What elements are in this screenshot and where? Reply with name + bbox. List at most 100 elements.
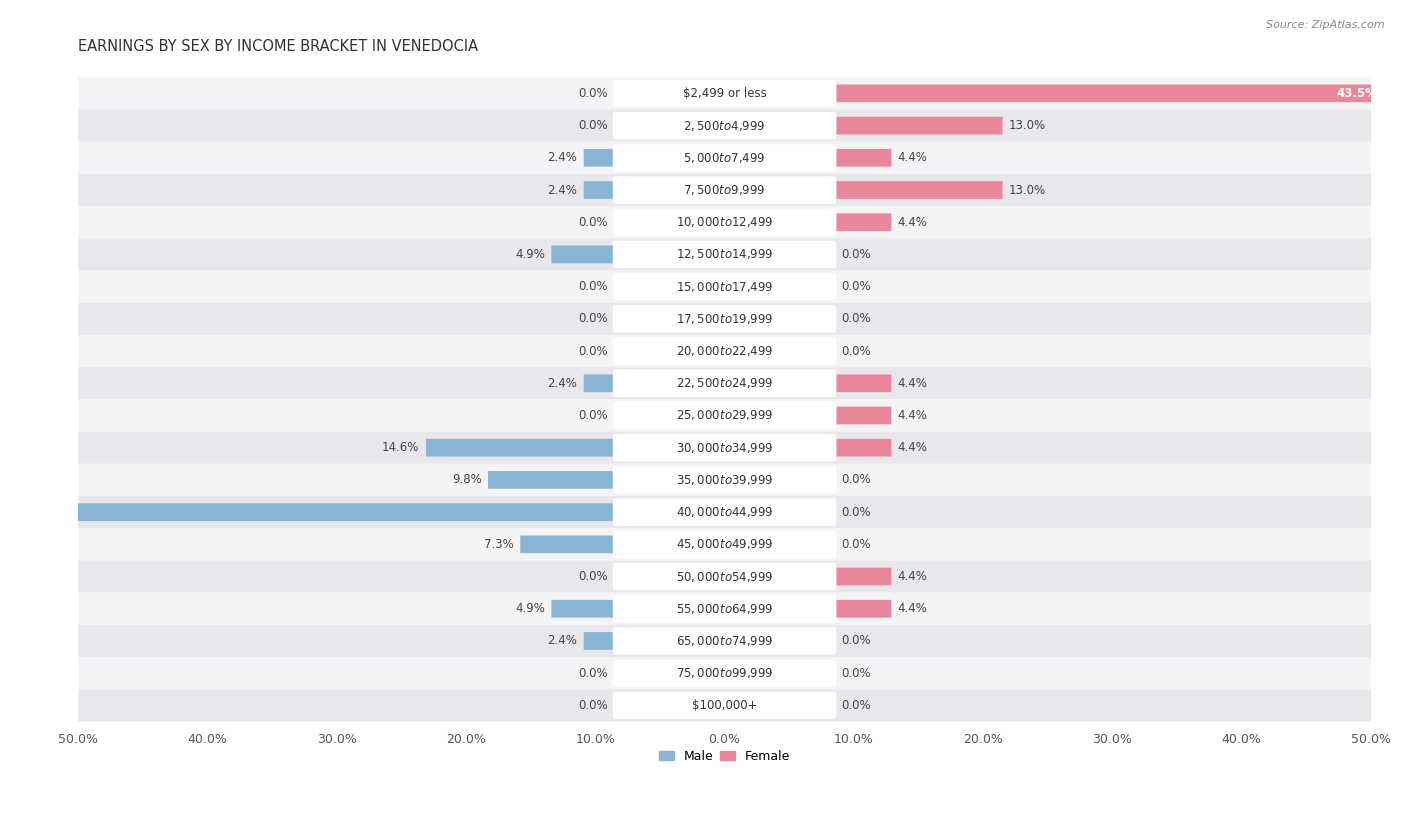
FancyBboxPatch shape	[79, 141, 1371, 174]
Text: Source: ZipAtlas.com: Source: ZipAtlas.com	[1267, 20, 1385, 30]
Text: 0.0%: 0.0%	[579, 570, 609, 583]
FancyBboxPatch shape	[583, 149, 614, 167]
Legend: Male, Female: Male, Female	[654, 745, 796, 767]
FancyBboxPatch shape	[79, 271, 1371, 302]
FancyBboxPatch shape	[613, 692, 837, 719]
FancyBboxPatch shape	[835, 213, 891, 231]
Text: 0.0%: 0.0%	[841, 667, 870, 680]
FancyBboxPatch shape	[488, 471, 614, 489]
Text: 0.0%: 0.0%	[841, 506, 870, 519]
Text: 4.4%: 4.4%	[898, 151, 928, 164]
Text: 2.4%: 2.4%	[547, 376, 578, 389]
Text: 0.0%: 0.0%	[841, 473, 870, 486]
Text: $30,000 to $34,999: $30,000 to $34,999	[676, 441, 773, 454]
FancyBboxPatch shape	[613, 112, 837, 139]
FancyBboxPatch shape	[79, 302, 1371, 335]
Text: 9.8%: 9.8%	[451, 473, 481, 486]
FancyBboxPatch shape	[613, 80, 837, 107]
Text: $5,000 to $7,499: $5,000 to $7,499	[683, 150, 766, 165]
FancyBboxPatch shape	[835, 406, 891, 424]
FancyBboxPatch shape	[613, 434, 837, 461]
FancyBboxPatch shape	[551, 246, 614, 263]
FancyBboxPatch shape	[426, 439, 614, 457]
FancyBboxPatch shape	[613, 498, 837, 526]
FancyBboxPatch shape	[79, 593, 1371, 625]
Text: 0.0%: 0.0%	[579, 699, 609, 712]
FancyBboxPatch shape	[613, 144, 837, 172]
Text: $10,000 to $12,499: $10,000 to $12,499	[676, 215, 773, 229]
FancyBboxPatch shape	[613, 176, 837, 204]
FancyBboxPatch shape	[79, 528, 1371, 560]
Text: $15,000 to $17,499: $15,000 to $17,499	[676, 280, 773, 293]
Text: 4.4%: 4.4%	[898, 376, 928, 389]
Text: 43.5%: 43.5%	[1337, 87, 1378, 100]
Text: 2.4%: 2.4%	[547, 184, 578, 197]
FancyBboxPatch shape	[79, 689, 1371, 721]
Text: $35,000 to $39,999: $35,000 to $39,999	[676, 473, 773, 487]
FancyBboxPatch shape	[613, 595, 837, 623]
FancyBboxPatch shape	[835, 567, 891, 585]
Text: 4.4%: 4.4%	[898, 441, 928, 454]
FancyBboxPatch shape	[613, 628, 837, 654]
Text: 0.0%: 0.0%	[841, 312, 870, 325]
Text: EARNINGS BY SEX BY INCOME BRACKET IN VENEDOCIA: EARNINGS BY SEX BY INCOME BRACKET IN VEN…	[79, 39, 478, 54]
Text: 0.0%: 0.0%	[579, 280, 609, 293]
FancyBboxPatch shape	[613, 402, 837, 429]
FancyBboxPatch shape	[613, 370, 837, 397]
FancyBboxPatch shape	[79, 174, 1371, 207]
Text: 0.0%: 0.0%	[579, 87, 609, 100]
Text: 0.0%: 0.0%	[841, 345, 870, 358]
FancyBboxPatch shape	[79, 207, 1371, 238]
Text: $100,000+: $100,000+	[692, 699, 758, 712]
Text: $65,000 to $74,999: $65,000 to $74,999	[676, 634, 773, 648]
FancyBboxPatch shape	[520, 536, 614, 553]
Text: 2.4%: 2.4%	[547, 634, 578, 647]
FancyBboxPatch shape	[583, 181, 614, 199]
Text: $22,500 to $24,999: $22,500 to $24,999	[676, 376, 773, 390]
Text: $2,500 to $4,999: $2,500 to $4,999	[683, 119, 766, 133]
Text: 0.0%: 0.0%	[579, 667, 609, 680]
FancyBboxPatch shape	[79, 335, 1371, 367]
FancyBboxPatch shape	[835, 149, 891, 167]
FancyBboxPatch shape	[613, 337, 837, 365]
Text: 14.6%: 14.6%	[382, 441, 419, 454]
FancyBboxPatch shape	[835, 375, 891, 392]
Text: $75,000 to $99,999: $75,000 to $99,999	[676, 666, 773, 680]
Text: $7,500 to $9,999: $7,500 to $9,999	[683, 183, 766, 197]
Text: $55,000 to $64,999: $55,000 to $64,999	[676, 602, 773, 615]
Text: 13.0%: 13.0%	[1010, 184, 1046, 197]
FancyBboxPatch shape	[79, 625, 1371, 657]
Text: 0.0%: 0.0%	[579, 119, 609, 132]
FancyBboxPatch shape	[551, 600, 614, 618]
Text: $50,000 to $54,999: $50,000 to $54,999	[676, 570, 773, 584]
Text: 0.0%: 0.0%	[841, 248, 870, 261]
Text: 4.4%: 4.4%	[898, 215, 928, 228]
FancyBboxPatch shape	[613, 531, 837, 558]
FancyBboxPatch shape	[0, 503, 614, 521]
Text: 4.9%: 4.9%	[515, 602, 546, 615]
Text: $20,000 to $22,499: $20,000 to $22,499	[676, 344, 773, 358]
Text: 4.4%: 4.4%	[898, 409, 928, 422]
Text: $17,500 to $19,999: $17,500 to $19,999	[676, 312, 773, 326]
Text: 4.4%: 4.4%	[898, 570, 928, 583]
Text: 2.4%: 2.4%	[547, 151, 578, 164]
FancyBboxPatch shape	[835, 181, 1002, 199]
Text: 0.0%: 0.0%	[841, 634, 870, 647]
FancyBboxPatch shape	[79, 657, 1371, 689]
Text: 0.0%: 0.0%	[579, 215, 609, 228]
Text: 4.9%: 4.9%	[515, 248, 546, 261]
FancyBboxPatch shape	[583, 375, 614, 392]
FancyBboxPatch shape	[79, 77, 1371, 110]
FancyBboxPatch shape	[613, 241, 837, 268]
FancyBboxPatch shape	[835, 600, 891, 618]
Text: 0.0%: 0.0%	[841, 699, 870, 712]
Text: $25,000 to $29,999: $25,000 to $29,999	[676, 408, 773, 423]
FancyBboxPatch shape	[613, 659, 837, 687]
FancyBboxPatch shape	[613, 466, 837, 493]
Text: 48.8%: 48.8%	[3, 506, 45, 519]
Text: 0.0%: 0.0%	[579, 345, 609, 358]
FancyBboxPatch shape	[79, 110, 1371, 141]
FancyBboxPatch shape	[613, 273, 837, 300]
FancyBboxPatch shape	[79, 463, 1371, 496]
FancyBboxPatch shape	[613, 305, 837, 333]
